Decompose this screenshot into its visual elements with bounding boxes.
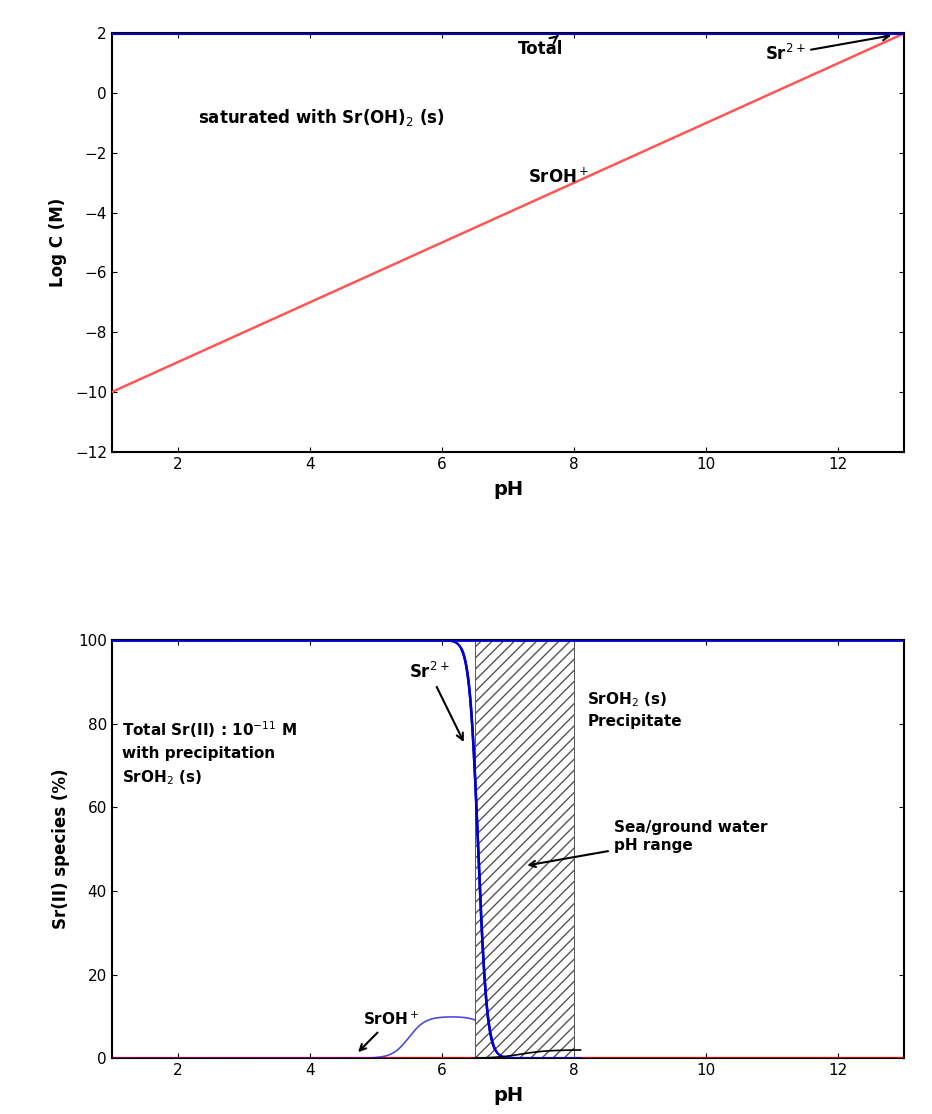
Text: SrOH$_2$ (s)
Precipitate: SrOH$_2$ (s) Precipitate: [587, 691, 682, 729]
Text: saturated with Sr(OH)$_2$ (s): saturated with Sr(OH)$_2$ (s): [198, 107, 445, 128]
Y-axis label: Sr(II) species (%): Sr(II) species (%): [52, 769, 70, 929]
Text: SrOH$^+$: SrOH$^+$: [360, 1010, 419, 1051]
Text: Total: Total: [518, 36, 564, 58]
Text: Sr$^{2+}$: Sr$^{2+}$: [409, 662, 463, 740]
Y-axis label: Log C (M): Log C (M): [48, 198, 67, 287]
Text: SrOH$^+$: SrOH$^+$: [528, 167, 589, 186]
Text: Sea/ground water
pH range: Sea/ground water pH range: [529, 820, 767, 867]
Text: Total Sr(II) : 10$^{-11}$ M
with precipitation
SrOH$_2$ (s): Total Sr(II) : 10$^{-11}$ M with precipi…: [122, 720, 296, 786]
X-axis label: pH: pH: [493, 480, 523, 499]
Text: Sr$^{2+}$: Sr$^{2+}$: [765, 33, 889, 65]
X-axis label: pH: pH: [493, 1086, 523, 1105]
